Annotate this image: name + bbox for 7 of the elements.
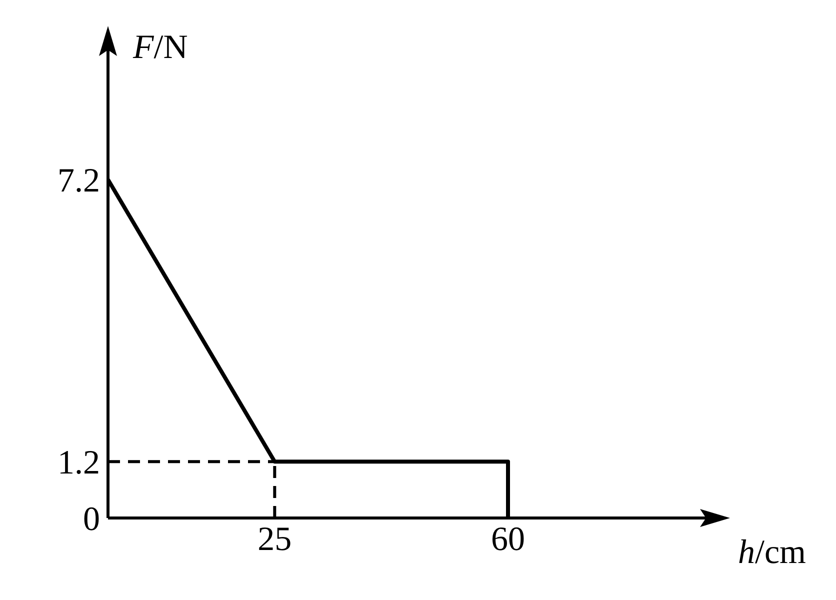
y-tick-label: 7.2 xyxy=(58,162,100,200)
y-tick-label: 0 xyxy=(83,501,100,538)
y-axis-title: F/N xyxy=(132,29,188,66)
x-tick-label: 25 xyxy=(258,521,292,558)
y-tick-label: 1.2 xyxy=(58,444,100,482)
x-axis-title: h/cm xyxy=(738,534,806,571)
x-tick-label: 60 xyxy=(491,521,525,558)
